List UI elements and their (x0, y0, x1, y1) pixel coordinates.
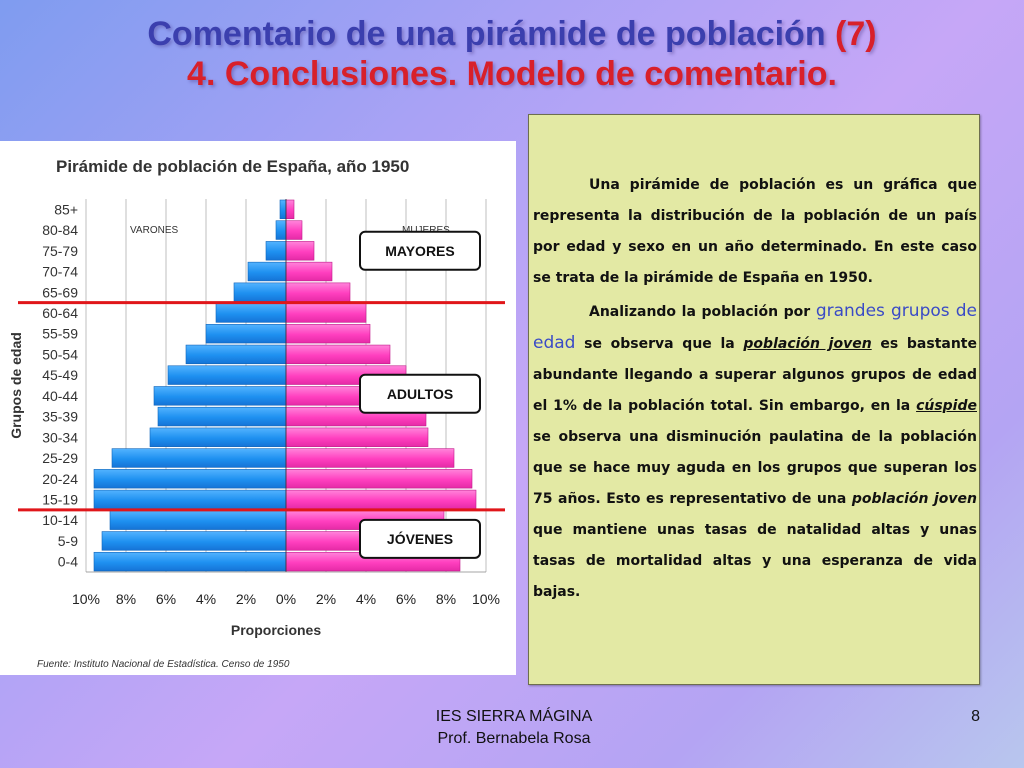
y-tick-label: 45-49 (42, 367, 78, 383)
pyramid-svg: 10% 8% 6% 4% 2% 0% 2% 4% 6% 8% 10% Pirámide de pobl… (8, 157, 505, 670)
p2-text-c: es bastante abundante llegando a superar… (533, 336, 977, 414)
term-cuspide: cúspide (916, 398, 977, 414)
bar-mujeres (285, 344, 391, 365)
p2-text-a: Analizando la población por (589, 304, 811, 320)
bar-mujeres (285, 261, 333, 282)
annotation-box (359, 230, 481, 271)
y-tick-label: 30-34 (42, 429, 78, 445)
page-number: 8 (971, 708, 980, 725)
annotation-label: JÓVENES (387, 530, 453, 547)
x-tick-label: 2% (236, 591, 256, 607)
x-tick-label: 10% (472, 591, 500, 607)
annotation-box (359, 518, 481, 559)
term-poblacion-joven: población joven (743, 336, 872, 352)
footer-school: IES SIERRA MÁGINA (435, 708, 593, 725)
y-tick-label: 70-74 (42, 264, 78, 280)
bar-mujeres (285, 448, 455, 468)
x-tick-label: 4% (196, 591, 216, 607)
bar-varones (233, 282, 287, 302)
annotation-label: MAYORES (385, 243, 455, 259)
y-tick-label: 40-44 (42, 388, 78, 404)
annotation-label: ADULTOS (387, 386, 453, 402)
y-tick-label: 75-79 (42, 243, 78, 259)
x-tick-label: 8% (436, 591, 456, 607)
x-axis-label: Proporciones (231, 622, 321, 638)
bar-varones (247, 261, 287, 282)
bar-varones (275, 220, 287, 240)
bar-varones (111, 448, 287, 468)
bar-mujeres (285, 241, 315, 261)
bar-varones (93, 489, 287, 510)
chart-title: Pirámide de población de España, año 195… (56, 157, 409, 176)
bar-mujeres (285, 303, 367, 323)
bar-mujeres (285, 324, 371, 344)
title-line-1: Comentario de una pirámide de población (147, 15, 826, 53)
bar-varones (157, 406, 287, 427)
paragraph-1: Una pirámide de población es un gráfica … (533, 170, 977, 294)
bar-varones (149, 427, 287, 447)
legend-mujeres: MUJERES (402, 225, 450, 236)
bar-varones (93, 469, 287, 489)
footer-author: Prof. Bernabela Rosa (437, 730, 591, 747)
y-tick-label: 35-39 (42, 409, 78, 425)
bar-mujeres (285, 469, 473, 489)
footer: IES SIERRA MÁGINA Prof. Bernabela Rosa (374, 706, 654, 750)
y-tick-label: 20-24 (42, 471, 78, 487)
chart-source: Fuente: Instituto Nacional de Estadístic… (37, 659, 290, 670)
p2-text-d: se observa una disminución paulatina de … (533, 429, 977, 507)
bar-varones (185, 344, 287, 365)
bar-varones (215, 303, 287, 323)
y-tick-label: 0-4 (58, 554, 78, 570)
bar-varones (265, 241, 287, 261)
x-tick-label: 8% (116, 591, 136, 607)
bar-varones (93, 551, 287, 572)
bar-varones (153, 386, 287, 406)
y-tick-label: 65-69 (42, 284, 78, 300)
x-tick-label: 2% (316, 591, 336, 607)
y-tick-label: 5-9 (58, 533, 78, 549)
x-tick-label: 4% (356, 591, 376, 607)
paragraph-2: Analizando la población por grandes grup… (533, 296, 977, 608)
term-poblacion-joven-italic: población joven (851, 491, 978, 507)
y-tick-label: 15-19 (42, 491, 78, 507)
p2-text-e: que mantiene unas tasas de natalidad alt… (533, 522, 977, 600)
y-tick-label: 80-84 (42, 222, 78, 238)
title-number: (7) (835, 15, 877, 53)
y-tick-label: 85+ (54, 201, 78, 217)
bar-mujeres (285, 282, 351, 302)
bar-varones (167, 365, 287, 385)
x-tick-label: 6% (156, 591, 176, 607)
bar-mujeres (285, 427, 429, 447)
bar-mujeres (285, 489, 477, 510)
bar-mujeres (285, 199, 295, 220)
y-tick-label: 25-29 (42, 450, 78, 466)
bar-mujeres (285, 220, 303, 240)
population-pyramid-chart: 10% 8% 6% 4% 2% 0% 2% 4% 6% 8% 10% Pirámide de pobl… (0, 141, 516, 675)
slide-title: Comentario de una pirámide de población … (0, 14, 1024, 94)
paragraph-1-text: Una pirámide de población es un gráfica … (533, 177, 977, 286)
y-tick-label: 60-64 (42, 305, 78, 321)
bar-varones (101, 531, 287, 551)
x-tick-label: 10% (72, 591, 100, 607)
y-tick-label: 10-14 (42, 512, 78, 528)
x-tick-label: 0% (276, 591, 296, 607)
title-line-2: 4. Conclusiones. Modelo de comentario. (187, 55, 837, 93)
y-axis-label: Grupos de edad (8, 332, 24, 439)
bar-varones (205, 324, 287, 344)
legend-varones: VARONES (130, 225, 178, 236)
p2-text-b: se observa que la (584, 336, 735, 352)
y-tick-label: 50-54 (42, 346, 78, 362)
bar-varones (279, 199, 287, 220)
annotation-box (359, 373, 481, 414)
highlight-age-groups: grandes grupos de edad (533, 301, 977, 353)
x-tick-label: 6% (396, 591, 416, 607)
commentary-panel: Una pirámide de población es un gráfica … (528, 114, 980, 685)
y-tick-label: 55-59 (42, 326, 78, 342)
bar-varones (109, 510, 287, 530)
